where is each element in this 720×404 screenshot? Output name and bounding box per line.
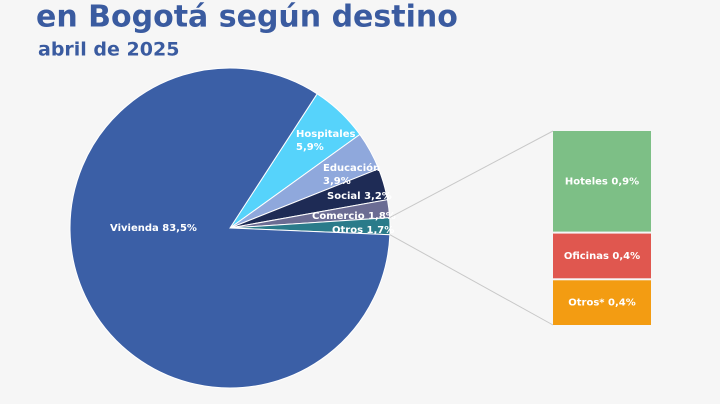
slice-name: Vivienda [110, 223, 159, 234]
slice-name: Educación [323, 162, 380, 174]
slice-label: Educación 3,9% [323, 162, 380, 187]
slice-label: Otros 1,7% [332, 225, 394, 236]
bar-name: Otros* [568, 298, 605, 309]
slice-name: Social [327, 191, 361, 202]
bar-segment [553, 280, 651, 325]
chart-title: en Bogotá según destino [36, 0, 458, 35]
slice-label: Vivienda 83,5% [110, 223, 197, 234]
connector [389, 130, 554, 219]
pie-slice [69, 67, 391, 389]
slice-name: Otros [332, 225, 363, 236]
slice-name: Hospitales [296, 129, 356, 140]
slice-label: Comercio 1,8% [312, 211, 396, 222]
slice-name: Comercio [312, 211, 365, 222]
slice-label: Hospitales 5,9% [296, 129, 356, 153]
bar-label: Otros* 0,4% [568, 298, 635, 309]
bar-label: Hoteles 0,9% [565, 176, 639, 187]
bar-name: Hoteles [565, 176, 608, 187]
slice-label: Social 3,2% [327, 191, 392, 202]
slice-value: 3,2% [364, 191, 392, 202]
bar-value: 0,4% [608, 298, 636, 309]
bar-segment [553, 233, 651, 279]
slice-value: 5,9% [296, 142, 324, 153]
slice-value: 83,5% [162, 223, 197, 234]
bar-segment [553, 131, 651, 232]
bar-label: Oficinas 0,4% [564, 251, 640, 262]
bar-value: 0,4% [612, 251, 640, 262]
slice-value: 1,8% [368, 211, 396, 222]
bar-value: 0,9% [611, 176, 639, 187]
slice-value: 3,9% [323, 176, 351, 187]
slice-value: 1,7% [367, 225, 395, 236]
chart-subtitle: abril de 2025 [38, 39, 179, 61]
connector [389, 234, 554, 326]
bar-name: Oficinas [564, 251, 609, 262]
